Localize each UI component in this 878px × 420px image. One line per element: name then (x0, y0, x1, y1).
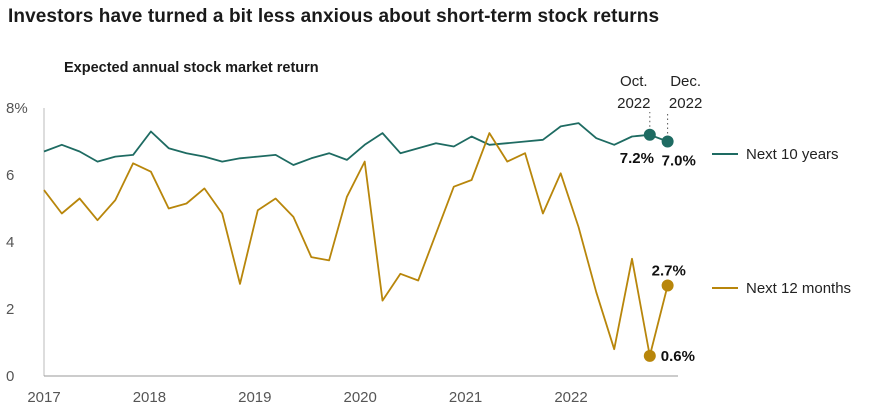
annotation-year: 2022 (617, 95, 650, 112)
annotation-month: Oct. (620, 73, 648, 90)
highlight-point (643, 349, 656, 362)
annotations: Oct. 2022 Dec. 2022 7.2% 7.0% 0.6% 2.7% (617, 73, 702, 365)
chart-title: Investors have turned a bit less anxious… (8, 6, 660, 27)
value-label: 0.6% (661, 348, 695, 365)
x-tick-label: 2020 (344, 389, 377, 406)
y-tick-label: 0 (6, 368, 14, 385)
highlight-point (661, 135, 674, 148)
annotation-month: Dec. (670, 73, 701, 90)
value-label: 7.0% (662, 153, 696, 170)
y-tick-label: 2 (6, 301, 14, 318)
x-tick-label: 2021 (449, 389, 482, 406)
legend-label: Next 12 months (746, 280, 851, 297)
x-tick-label: 2017 (27, 389, 60, 406)
chart-subtitle: Expected annual stock market return (64, 60, 319, 76)
highlight-point (643, 128, 656, 141)
y-tick-label: 8% (6, 100, 28, 117)
series-line-next-10-years (43, 122, 668, 166)
y-tick-labels: 8% 6 4 2 0 (6, 100, 28, 385)
annotation-year: 2022 (669, 95, 702, 112)
x-tick-labels: 2017 2018 2019 2020 2021 2022 (27, 389, 587, 406)
x-tick-label: 2018 (133, 389, 166, 406)
x-tick-label: 2022 (554, 389, 587, 406)
y-tick-label: 6 (6, 167, 14, 184)
y-tick-label: 4 (6, 234, 14, 251)
legend: Next 10 years Next 12 months (712, 146, 851, 297)
x-tick-label: 2019 (238, 389, 271, 406)
series-line-next-12-months (43, 132, 669, 357)
legend-label: Next 10 years (746, 146, 839, 163)
value-label: 7.2% (620, 150, 654, 167)
series-lines (43, 122, 669, 357)
value-label: 2.7% (652, 263, 686, 280)
highlight-point (661, 279, 674, 292)
